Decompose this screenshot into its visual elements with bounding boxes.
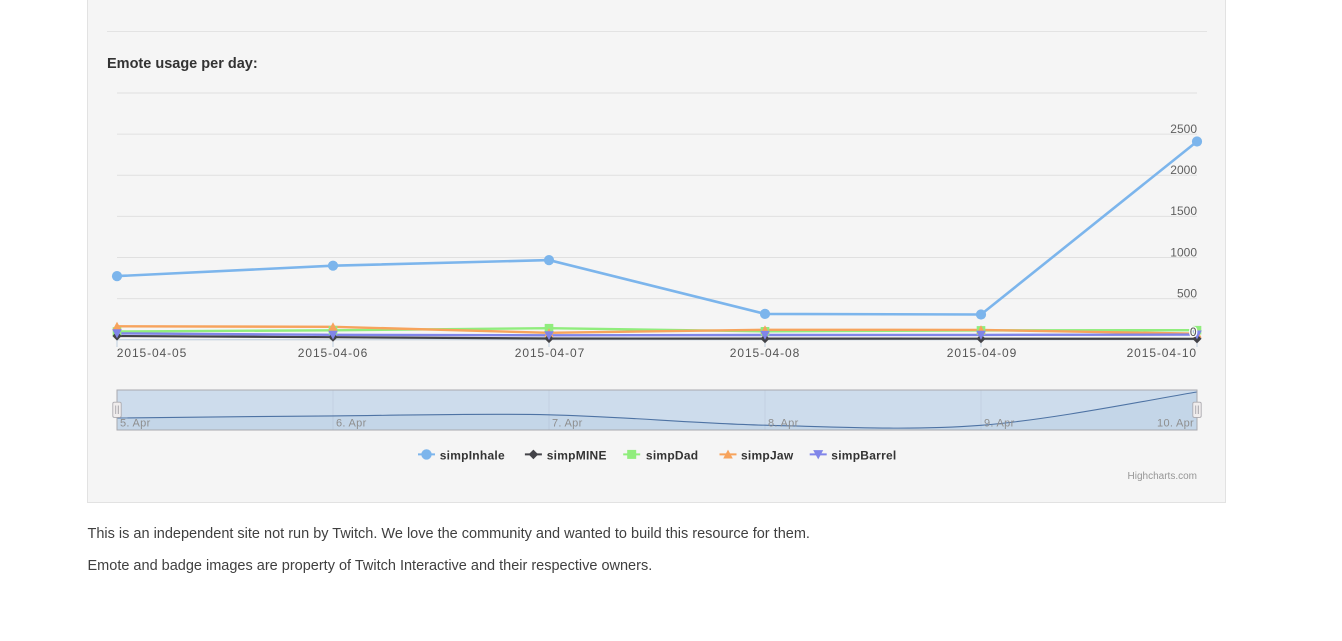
svg-text:simpDad: simpDad: [646, 449, 698, 463]
svg-text:2015-04-05: 2015-04-05: [117, 346, 187, 360]
svg-text:2015-04-10: 2015-04-10: [1127, 346, 1197, 360]
svg-text:2015-04-09: 2015-04-09: [947, 346, 1017, 360]
svg-text:5. Apr: 5. Apr: [120, 418, 151, 430]
svg-text:2015-04-08: 2015-04-08: [730, 346, 800, 360]
svg-text:10. Apr: 10. Apr: [1157, 418, 1194, 430]
svg-text:7. Apr: 7. Apr: [552, 418, 583, 430]
svg-text:2015-04-07: 2015-04-07: [515, 346, 585, 360]
svg-text:0: 0: [1190, 325, 1197, 339]
svg-text:6. Apr: 6. Apr: [336, 418, 367, 430]
svg-text:simpMINE: simpMINE: [547, 449, 607, 463]
svg-text:simpBarrel: simpBarrel: [831, 449, 896, 463]
svg-text:Highcharts.com: Highcharts.com: [1128, 471, 1197, 482]
svg-text:simpInhale: simpInhale: [440, 449, 505, 463]
svg-text:500: 500: [1177, 286, 1197, 300]
svg-text:1500: 1500: [1170, 204, 1197, 218]
svg-text:8. Apr: 8. Apr: [768, 418, 799, 430]
svg-text:1000: 1000: [1170, 245, 1197, 259]
svg-text:simpJaw: simpJaw: [741, 449, 794, 463]
svg-text:0: 0: [1190, 325, 1197, 339]
svg-text:2500: 2500: [1170, 122, 1197, 136]
svg-text:2000: 2000: [1170, 163, 1197, 177]
svg-text:2015-04-06: 2015-04-06: [298, 346, 368, 360]
svg-text:9. Apr: 9. Apr: [984, 418, 1015, 430]
